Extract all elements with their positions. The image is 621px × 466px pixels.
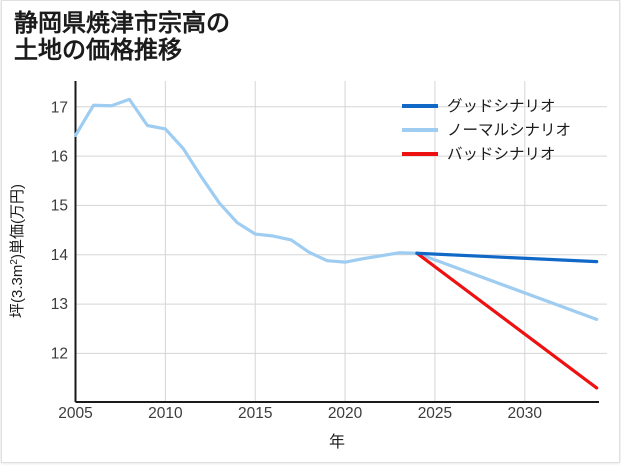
svg-text:2020: 2020 [328, 405, 363, 422]
svg-text:12: 12 [51, 346, 68, 363]
svg-text:坪(3.3m2)単価(万円): 坪(3.3m2)単価(万円) [9, 184, 27, 318]
svg-text:15: 15 [51, 198, 68, 215]
svg-text:2025: 2025 [418, 405, 452, 422]
svg-text:2010: 2010 [148, 405, 183, 422]
svg-text:ノーマルシナリオ: ノーマルシナリオ [447, 122, 571, 139]
svg-text:グッドシナリオ: グッドシナリオ [447, 97, 556, 115]
svg-text:バッドシナリオ: バッドシナリオ [447, 146, 556, 163]
svg-text:16: 16 [51, 149, 68, 166]
svg-text:2005: 2005 [58, 405, 92, 422]
svg-text:14: 14 [51, 247, 69, 264]
svg-text:13: 13 [51, 296, 68, 313]
svg-text:2030: 2030 [508, 405, 543, 422]
svg-text:年: 年 [329, 433, 345, 451]
svg-text:2015: 2015 [238, 405, 272, 422]
svg-text:17: 17 [51, 100, 68, 117]
